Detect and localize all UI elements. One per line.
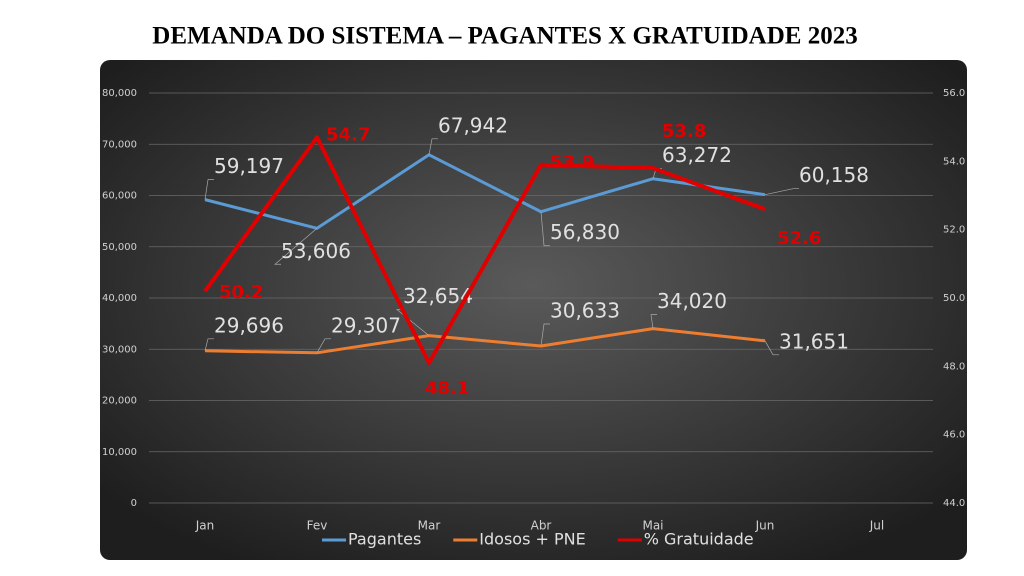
y-tick-label: 60,000: [102, 191, 137, 202]
plot-panel: [100, 60, 967, 560]
data-label: 34,020: [657, 289, 727, 313]
data-label: 50.2: [219, 282, 263, 303]
y2-tick-label: 46.0: [943, 430, 965, 441]
y-tick-label: 0: [131, 498, 137, 509]
y-tick-label: 50,000: [102, 242, 137, 253]
data-label: 56,830: [550, 220, 620, 244]
y2-tick-label: 50.0: [943, 293, 965, 304]
data-label: 31,651: [779, 329, 849, 353]
x-tick-label: Mar: [418, 519, 441, 533]
label-leader: [650, 314, 657, 329]
y-tick-label: 70,000: [102, 139, 137, 150]
data-label: 30,633: [550, 299, 620, 323]
data-label: 29,307: [331, 313, 401, 337]
x-tick-label: Jun: [755, 519, 775, 533]
y-tick-label: 30,000: [102, 344, 137, 355]
y2-tick-label: 54.0: [943, 156, 965, 167]
label-leader: [764, 340, 779, 356]
data-label: 29,696: [214, 313, 284, 337]
legend-label: Pagantes: [348, 530, 421, 549]
series-line: [203, 135, 766, 365]
y2-tick-label: 48.0: [943, 361, 965, 372]
label-leader: [274, 228, 318, 265]
data-label: 53,606: [281, 239, 351, 263]
label-leader: [204, 338, 214, 351]
label-leader: [764, 188, 799, 196]
chart-title: DEMANDA DO SISTEMA – PAGANTES X GRATUIDA…: [152, 23, 857, 50]
y-tick-label: 80,000: [102, 88, 137, 99]
x-tick-label: Mai: [642, 519, 663, 533]
label-leader: [540, 211, 550, 247]
label-leader: [316, 338, 331, 353]
x-tick-label: Abr: [531, 519, 552, 533]
legend-label: Idosos + PNE: [479, 530, 585, 549]
label-leader: [204, 179, 214, 200]
data-label: 53.8: [662, 121, 706, 142]
data-label: 53.9: [550, 152, 594, 173]
data-label: 60,158: [799, 163, 869, 187]
data-label: 48.1: [425, 378, 469, 399]
label-leader: [540, 323, 550, 347]
x-tick-label: Jul: [869, 519, 884, 533]
y-tick-label: 20,000: [102, 396, 137, 407]
data-label: 59,197: [214, 154, 284, 178]
data-label: 52.6: [777, 228, 821, 249]
data-label: 63,272: [662, 143, 732, 167]
y-tick-label: 40,000: [102, 293, 137, 304]
series-line: [204, 153, 766, 230]
y2-tick-label: 44.0: [943, 498, 965, 509]
x-tick-label: Jan: [195, 519, 215, 533]
y2-tick-label: 52.0: [943, 225, 965, 236]
series-line: [204, 327, 766, 355]
data-label: 67,942: [438, 113, 508, 137]
legend-label: % Gratuidade: [644, 530, 754, 549]
y-tick-label: 10,000: [102, 447, 137, 458]
label-leader: [428, 138, 438, 155]
x-tick-label: Fev: [307, 519, 328, 533]
data-label: 54.7: [326, 124, 370, 145]
y2-tick-label: 56.0: [943, 88, 965, 99]
